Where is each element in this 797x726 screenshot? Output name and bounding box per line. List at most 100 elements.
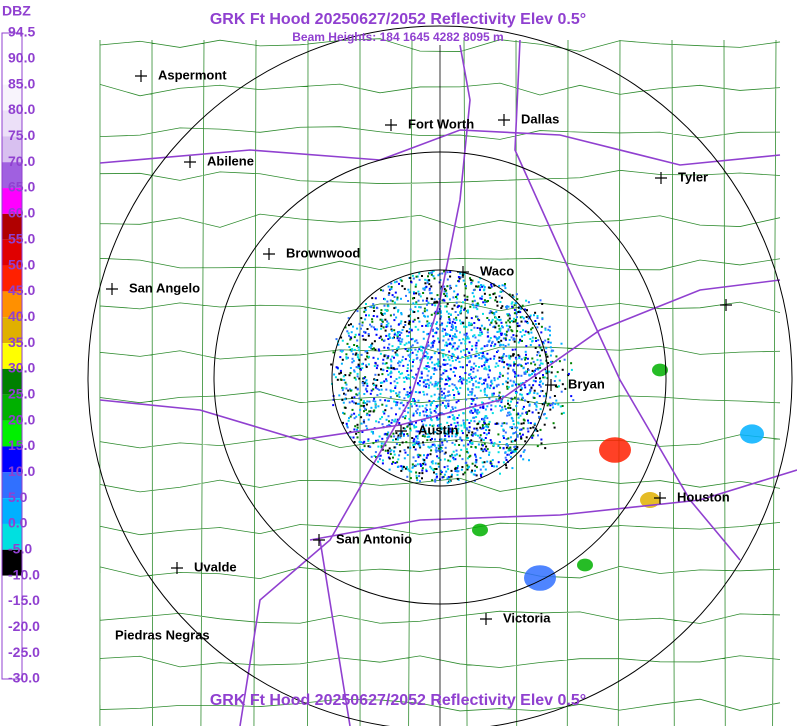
echo xyxy=(479,288,481,291)
echo xyxy=(531,357,534,360)
echo xyxy=(398,330,401,333)
echo xyxy=(543,402,546,405)
echo xyxy=(344,326,347,329)
echo xyxy=(430,273,433,276)
echo xyxy=(429,358,432,361)
echo xyxy=(507,437,510,440)
echo xyxy=(475,397,478,400)
echo xyxy=(424,286,427,289)
echo xyxy=(355,415,358,418)
echo xyxy=(504,287,507,290)
echo xyxy=(344,398,347,401)
echo xyxy=(348,334,350,337)
echo xyxy=(411,437,414,439)
echo xyxy=(507,314,510,317)
echo xyxy=(450,313,452,316)
echo xyxy=(445,341,448,344)
echo xyxy=(514,372,517,375)
echo xyxy=(535,368,538,371)
echo xyxy=(522,317,525,320)
echo xyxy=(474,409,477,412)
echo xyxy=(456,297,459,300)
echo xyxy=(411,466,414,469)
legend-swatch xyxy=(2,162,22,189)
echo xyxy=(474,453,477,456)
echo xyxy=(533,423,536,426)
echo xyxy=(382,326,385,329)
echo xyxy=(525,411,528,414)
echo xyxy=(440,426,443,429)
echo xyxy=(474,336,477,339)
echo xyxy=(450,469,453,472)
echo xyxy=(373,310,376,312)
echo xyxy=(399,322,402,325)
echo xyxy=(375,384,378,387)
echo xyxy=(481,285,484,288)
echo xyxy=(412,291,415,294)
echo xyxy=(488,420,491,423)
echo xyxy=(524,386,527,389)
echo xyxy=(521,433,524,436)
echo xyxy=(436,348,439,351)
echo xyxy=(481,333,484,335)
echo xyxy=(495,322,498,325)
echo xyxy=(502,353,505,355)
echo xyxy=(508,414,511,417)
echo xyxy=(384,399,387,402)
echo xyxy=(451,359,454,362)
echo xyxy=(459,319,461,322)
echo xyxy=(432,328,434,331)
echo xyxy=(432,275,435,278)
echo xyxy=(354,386,357,389)
echo xyxy=(409,477,412,480)
echo xyxy=(370,325,373,328)
echo xyxy=(437,328,439,331)
echo xyxy=(449,342,452,345)
echo xyxy=(380,327,383,330)
echo xyxy=(469,442,472,445)
echo xyxy=(442,475,445,478)
echo xyxy=(489,337,492,339)
echo xyxy=(486,383,489,386)
echo xyxy=(557,385,560,388)
echo xyxy=(462,422,465,424)
echo xyxy=(519,311,522,314)
echo xyxy=(395,392,398,395)
echo xyxy=(470,419,473,422)
echo xyxy=(494,365,497,368)
echo xyxy=(490,344,493,347)
echo xyxy=(452,458,455,461)
echo xyxy=(345,387,348,390)
echo xyxy=(424,315,427,318)
echo xyxy=(502,366,505,369)
echo xyxy=(363,377,366,380)
echo xyxy=(422,410,425,413)
echo xyxy=(445,369,448,372)
legend-swatch xyxy=(2,239,22,266)
echo xyxy=(378,388,381,391)
echo xyxy=(507,377,509,380)
echo xyxy=(391,345,394,348)
echo xyxy=(367,418,370,421)
echo xyxy=(509,364,512,367)
echo xyxy=(425,299,428,302)
echo xyxy=(450,329,453,331)
echo xyxy=(521,315,524,318)
echo xyxy=(423,454,425,457)
echo xyxy=(388,367,390,370)
echo xyxy=(470,282,473,285)
echo xyxy=(456,421,459,424)
echo xyxy=(481,418,484,421)
echo xyxy=(507,367,510,370)
echo xyxy=(550,371,553,374)
echo xyxy=(400,469,403,472)
echo xyxy=(396,466,399,468)
echo xyxy=(490,311,493,314)
echo xyxy=(542,413,545,416)
echo xyxy=(511,294,514,297)
echo xyxy=(499,446,502,449)
echo xyxy=(428,287,431,290)
echo xyxy=(453,384,456,387)
echo xyxy=(358,365,360,368)
echo xyxy=(418,414,421,417)
